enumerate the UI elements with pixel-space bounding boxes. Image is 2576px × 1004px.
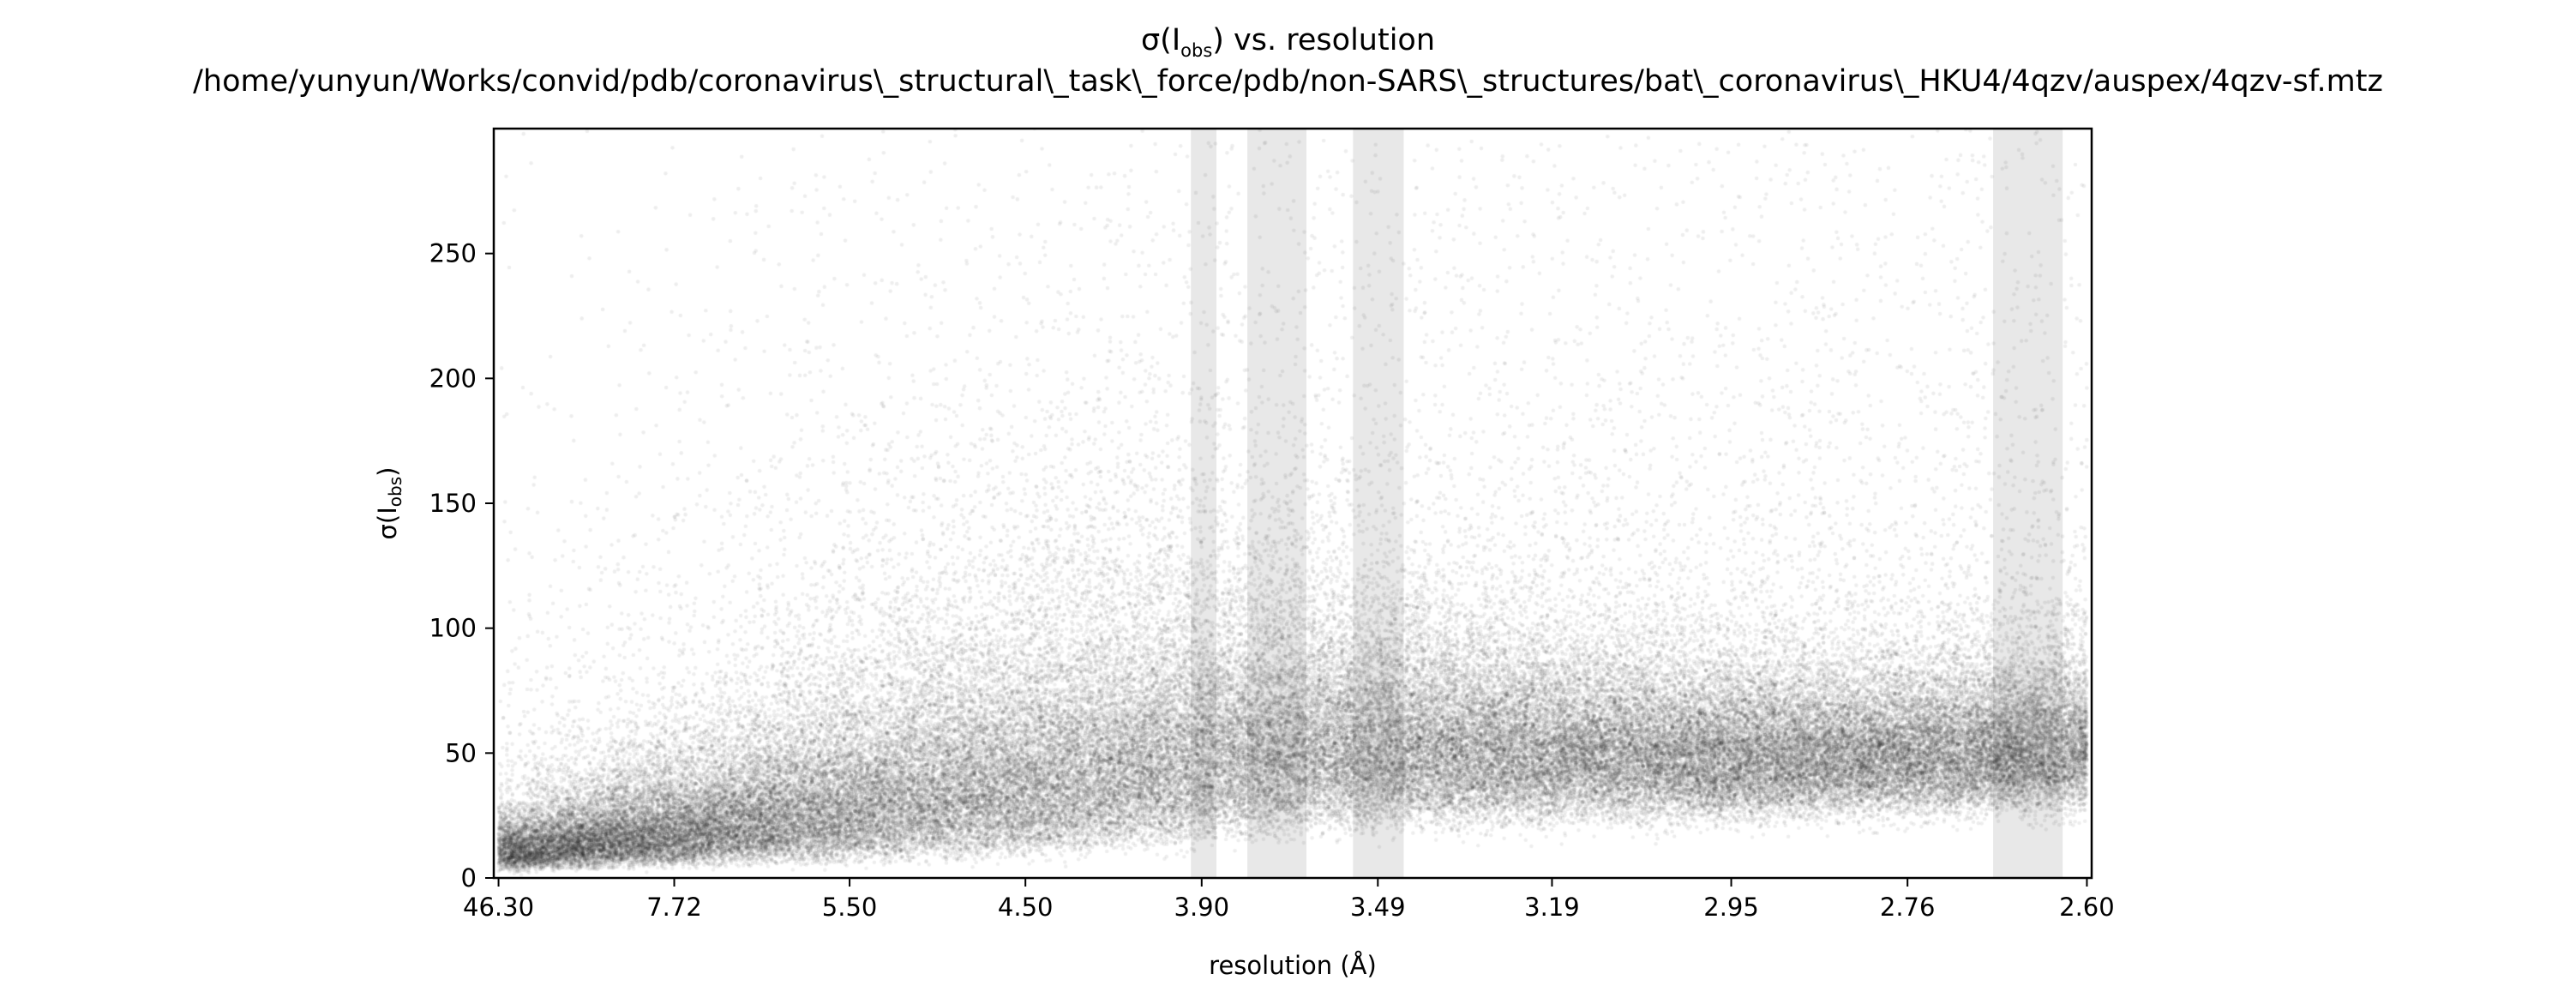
x-tick-label: 3.49 (1350, 893, 1406, 922)
x-tick-label: 2.60 (2059, 893, 2115, 922)
x-tick-label: 3.19 (1524, 893, 1580, 922)
y-axis-label: σ(Iobs) (373, 467, 405, 540)
chart-title-path: /home/yunyun/Works/convid/pdb/coronaviru… (193, 64, 2383, 99)
y-axis-label-tail: ) (373, 467, 402, 477)
y-axis-label-main: σ(I (373, 507, 402, 539)
title-tail-text: ) vs. resolution (1212, 23, 1436, 57)
y-tick-label: 100 (429, 614, 477, 643)
x-tick-label: 2.76 (1880, 893, 1936, 922)
x-axis-ticks: 46.30 7.72 5.50 4.50 3.90 3.49 3.19 2.95 2.76 2.6… (463, 878, 2115, 922)
y-axis-label-subscript: obs (385, 477, 405, 507)
x-tick-label: 7.72 (646, 893, 702, 922)
x-tick-label: 5.50 (822, 893, 878, 922)
x-tick-label: 46.30 (463, 893, 534, 922)
y-axis-ticks: 0 50 100 150 200 250 (429, 239, 494, 893)
chart-title-line1: σ(Iobs) vs. resolution (0, 26, 2576, 60)
y-tick-label: 50 (445, 738, 477, 767)
x-tick-label: 3.90 (1174, 893, 1230, 922)
y-tick-label: 150 (429, 489, 477, 518)
title-sigma-subscript: obs (1180, 40, 1213, 61)
scatter-points (494, 129, 2092, 878)
x-tick-label: 2.95 (1703, 893, 1759, 922)
x-axis-label: resolution (Å) (1209, 951, 1377, 980)
title-sigma-text: σ(I (1140, 23, 1181, 57)
y-tick-label: 0 (461, 863, 477, 893)
y-tick-label: 200 (429, 364, 477, 393)
x-tick-label: 4.50 (998, 893, 1054, 922)
y-tick-label: 250 (429, 239, 477, 268)
